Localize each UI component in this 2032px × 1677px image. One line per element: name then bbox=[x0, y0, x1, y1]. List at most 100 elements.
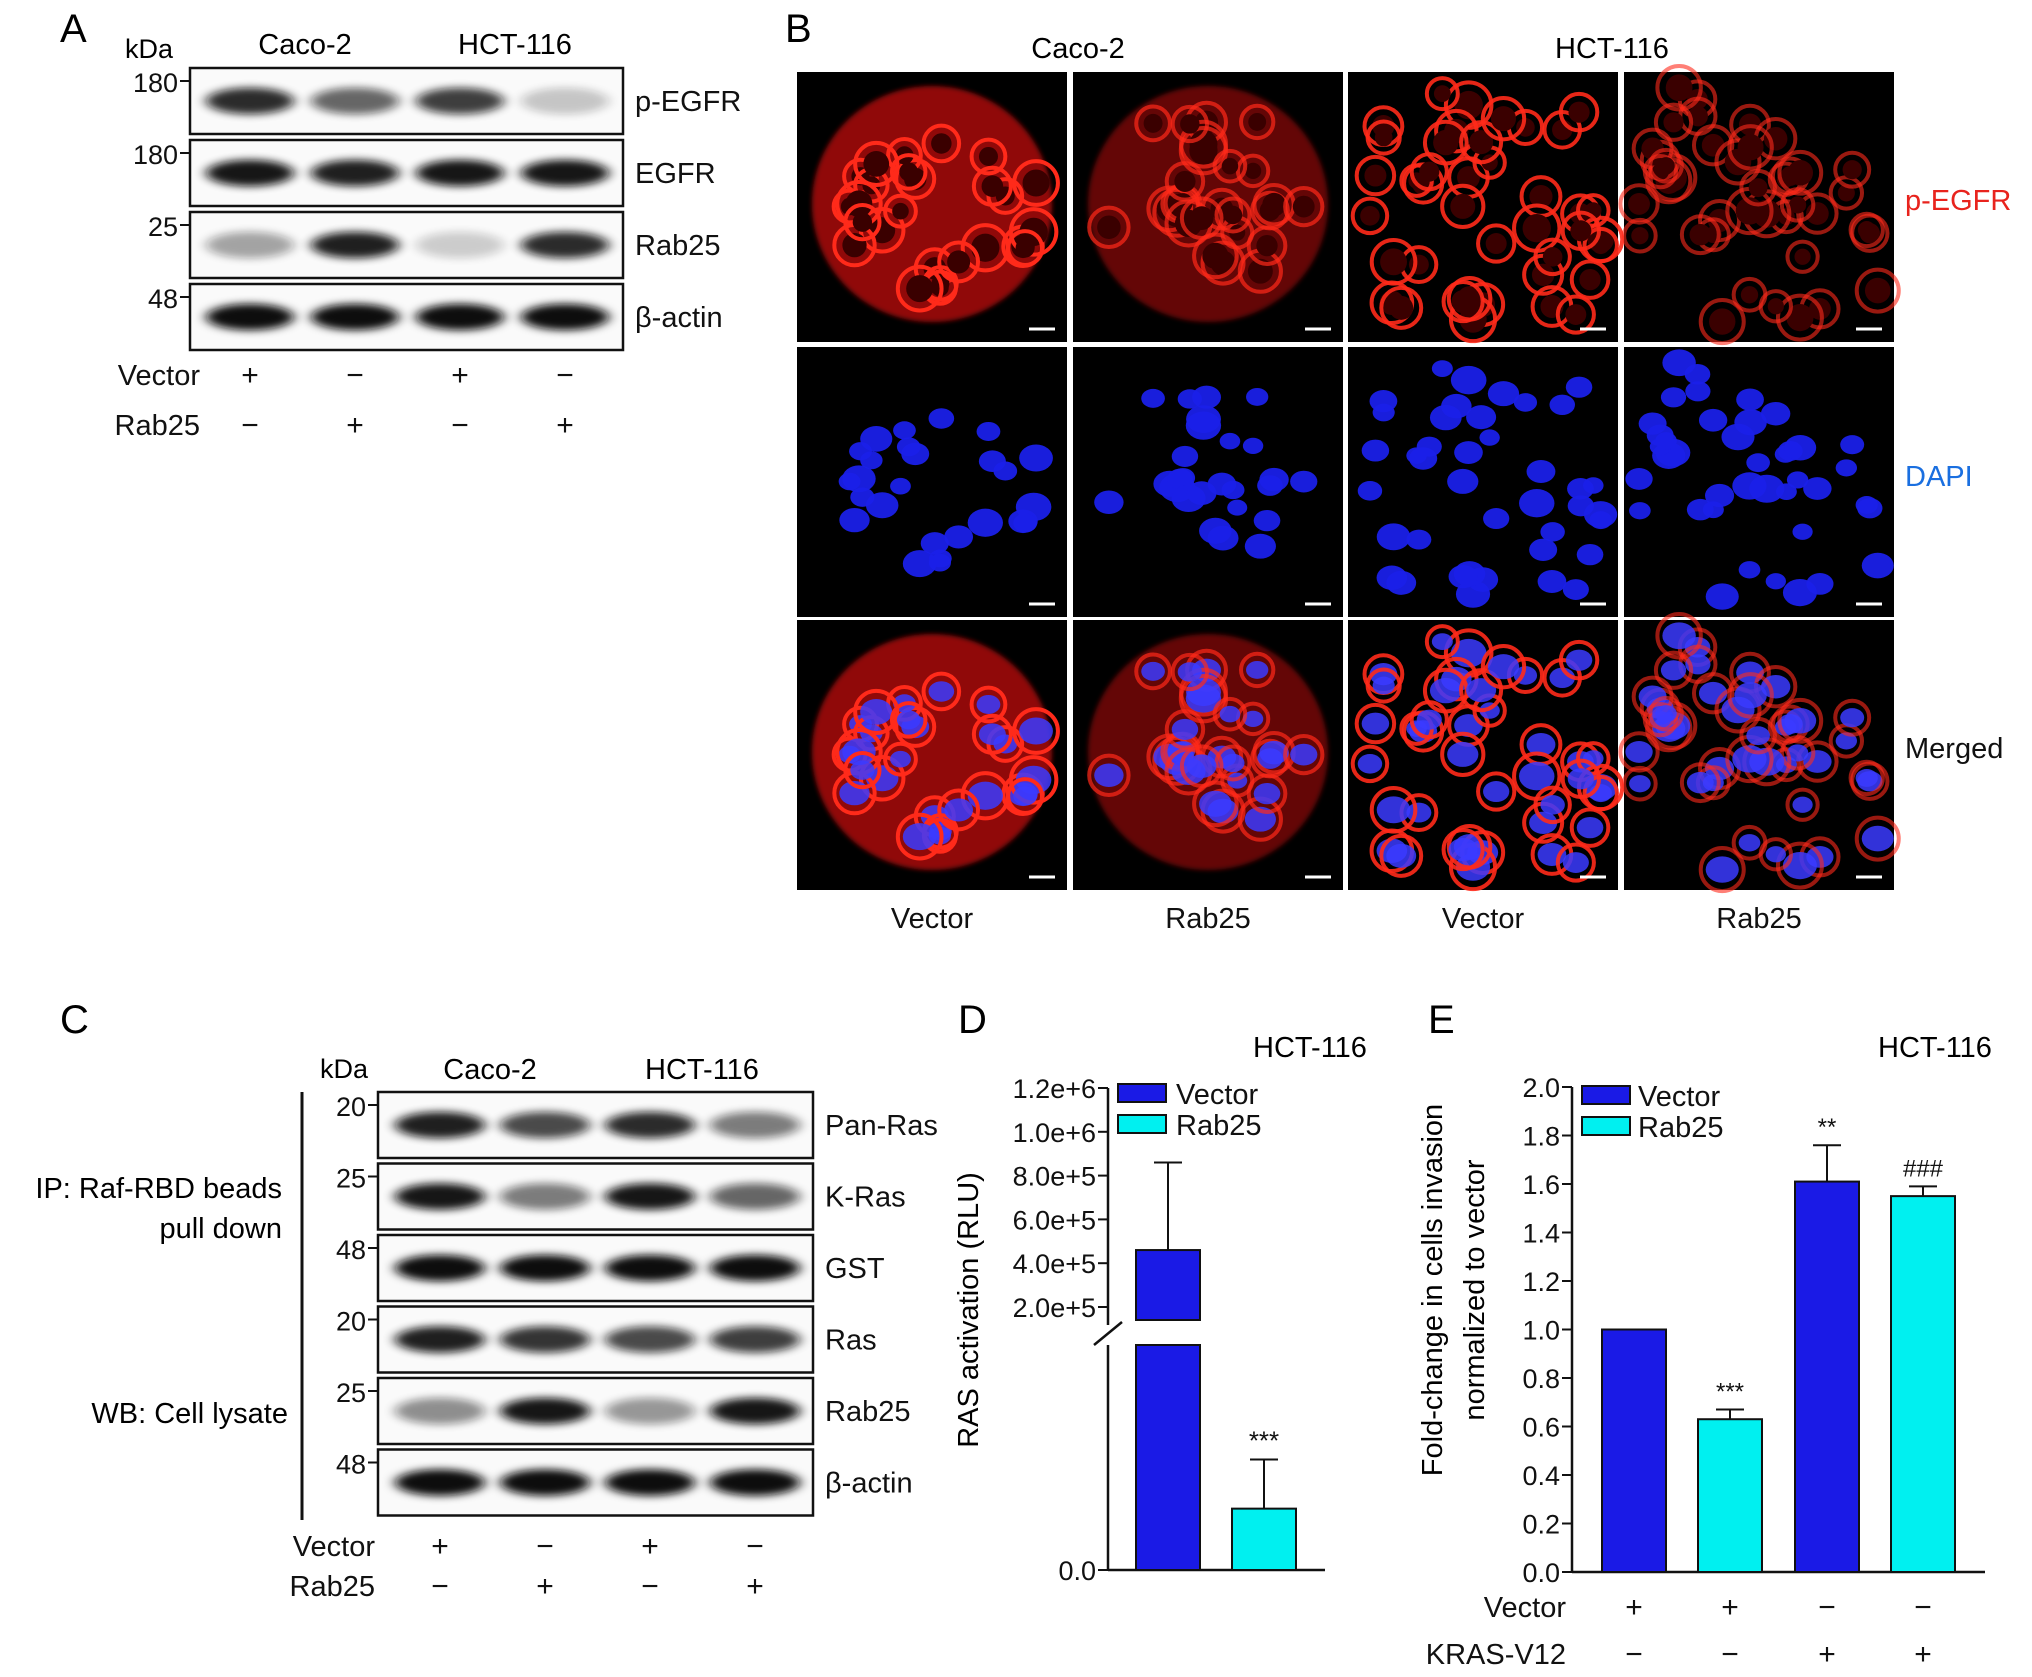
panel-a-marker: 180 bbox=[133, 140, 178, 170]
panel-d-bar bbox=[1135, 1249, 1201, 1322]
panel-a: A kDa Caco-2 HCT-116 180 p-EGFR 180 EGFR 25 R… bbox=[60, 7, 741, 442]
panel-e-row-label: KRAS-V12 bbox=[1426, 1639, 1566, 1671]
panel-a-letter: A bbox=[60, 7, 87, 51]
panel-e-y-axis-label-line1: Fold-change in cells invasion bbox=[1417, 1104, 1449, 1476]
panel-e-row-sign: − bbox=[1818, 1591, 1836, 1624]
micrograph-tile bbox=[1073, 347, 1343, 617]
panel-d-axis-break-mark bbox=[1093, 1321, 1123, 1346]
panel-e-legend-swatch bbox=[1581, 1116, 1631, 1136]
micrograph-tile bbox=[1073, 72, 1343, 342]
panel-d-legend-swatch bbox=[1117, 1114, 1167, 1134]
panel-c-band bbox=[605, 1326, 695, 1353]
panel-d-title: HCT-116 bbox=[1253, 1032, 1367, 1064]
panel-a-blots: 180 p-EGFR 180 EGFR 25 Rab25 48 β-actin bbox=[133, 66, 741, 352]
panel-c-band bbox=[395, 1254, 485, 1282]
panel-a-condition-rows: Vector + − + − Rab25 − + − + bbox=[115, 359, 574, 442]
panel-a-row-label: Rab25 bbox=[115, 410, 200, 442]
micrograph-tile bbox=[797, 347, 1067, 617]
panel-a-band bbox=[521, 303, 609, 331]
panel-c-row-sign: − bbox=[431, 1570, 449, 1603]
micrograph-tile bbox=[797, 72, 1067, 342]
panel-c-band bbox=[500, 1326, 590, 1353]
panel-c-row-sign: + bbox=[431, 1530, 449, 1563]
panel-b-cell-line-hct116: HCT-116 bbox=[1555, 33, 1669, 65]
panel-a-band bbox=[206, 159, 294, 187]
panel-e-y-tick-label: 0.0 bbox=[1522, 1558, 1560, 1588]
panel-c-band bbox=[500, 1183, 590, 1210]
panel-a-row-sign: − bbox=[346, 359, 364, 392]
panel-c-protein-label: Ras bbox=[825, 1325, 877, 1357]
panel-b-cell-line-caco2: Caco-2 bbox=[1031, 33, 1125, 65]
panel-c-blot-strip: 25 K-Ras bbox=[336, 1162, 906, 1231]
panel-d-chart: D HCT-116 RAS activation (RLU) 1.2e+6 1.0… bbox=[953, 998, 1367, 1586]
panel-e-y-tick-label: 2.0 bbox=[1522, 1073, 1560, 1103]
panel-a-band bbox=[521, 87, 609, 115]
panel-c-cell-line-caco2: Caco-2 bbox=[443, 1054, 537, 1086]
panel-a-row-sign: + bbox=[451, 359, 469, 392]
panel-e-bar bbox=[1697, 1418, 1763, 1573]
panel-b-row-label: p-EGFR bbox=[1905, 185, 2011, 217]
panel-a-kda-label: kDa bbox=[125, 34, 174, 64]
panel-c-band bbox=[500, 1469, 590, 1496]
panel-a-row-sign: − bbox=[241, 409, 259, 442]
panel-a-band bbox=[311, 87, 399, 115]
panel-c: C kDa Caco-2 HCT-116 IP: Raf-RBD beads p… bbox=[35, 998, 937, 1603]
panel-c-blot-strip: 48 GST bbox=[336, 1233, 885, 1303]
panel-b-column-label: Vector bbox=[891, 903, 974, 935]
panel-a-band bbox=[311, 303, 399, 331]
panel-a-row-sign: − bbox=[451, 409, 469, 442]
panel-e-y-tick-label: 0.6 bbox=[1522, 1413, 1560, 1443]
micrograph-tile bbox=[1073, 620, 1343, 890]
panel-c-kda-label: kDa bbox=[320, 1054, 369, 1084]
panel-c-band bbox=[710, 1183, 800, 1210]
panel-a-row-sign: − bbox=[556, 359, 574, 392]
panel-b-row-label: Merged bbox=[1905, 733, 2003, 765]
panel-a-blot-strip: 48 β-actin bbox=[148, 282, 723, 352]
panel-c-marker: 25 bbox=[336, 1378, 366, 1408]
panel-a-band bbox=[311, 231, 399, 259]
panel-c-condition-rows: Vector + − + − Rab25 − + − + bbox=[290, 1530, 764, 1603]
panel-a-marker: 180 bbox=[133, 68, 178, 98]
panel-c-band bbox=[395, 1326, 485, 1353]
panel-c-protein-label: GST bbox=[825, 1253, 885, 1285]
panel-e-legend-label: Vector bbox=[1638, 1081, 1721, 1113]
panel-b-column-label: Rab25 bbox=[1165, 903, 1250, 935]
panel-c-ip-label-line1: IP: Raf-RBD beads bbox=[35, 1173, 282, 1205]
panel-d-y-tick-label: 0.0 bbox=[1058, 1556, 1096, 1586]
panel-b-labels: p-EGFR DAPI Merged Vector Rab25 Vector Rab25 bbox=[891, 185, 2011, 935]
panel-c-blot-strip: 48 β-actin bbox=[336, 1448, 913, 1517]
panel-a-blot-strip: 25 Rab25 bbox=[148, 210, 720, 280]
panel-c-band bbox=[395, 1397, 485, 1425]
panel-c-band bbox=[710, 1469, 800, 1496]
panel-c-band bbox=[395, 1469, 485, 1496]
panel-c-row-label: Rab25 bbox=[290, 1571, 375, 1603]
panel-e-letter: E bbox=[1428, 998, 1455, 1042]
panel-a-blot-strip: 180 p-EGFR bbox=[133, 66, 741, 136]
panel-c-row-label: Vector bbox=[293, 1531, 376, 1563]
panel-d-legend-label: Vector bbox=[1176, 1079, 1259, 1111]
panel-c-letter: C bbox=[60, 998, 89, 1042]
panel-a-band bbox=[311, 159, 399, 187]
panel-c-row-sign: + bbox=[641, 1530, 659, 1563]
panel-a-protein-label: EGFR bbox=[635, 158, 716, 190]
panel-e-row-sign: + bbox=[1625, 1591, 1643, 1624]
panel-c-band bbox=[710, 1326, 800, 1353]
panel-c-blot-strip: 25 Rab25 bbox=[336, 1376, 910, 1446]
panel-d-legend-label: Rab25 bbox=[1176, 1110, 1261, 1142]
panel-a-blot-strip: 180 EGFR bbox=[133, 138, 716, 208]
panel-e-row-label: Vector bbox=[1484, 1592, 1567, 1624]
panel-e-title: HCT-116 bbox=[1878, 1032, 1992, 1064]
panel-c-blots: 20 Pan-Ras 25 K-Ras 48 GST 20 Ras 25 Rab25 48 β-act… bbox=[336, 1090, 938, 1517]
panel-e-y-axis-label-line2: normalized to vector bbox=[1459, 1159, 1491, 1420]
panel-c-cell-line-hct116: HCT-116 bbox=[645, 1054, 759, 1086]
panel-c-band bbox=[605, 1183, 695, 1210]
panel-c-row-sign: − bbox=[641, 1570, 659, 1603]
panel-e-y-tick-label: 1.0 bbox=[1522, 1316, 1560, 1346]
panel-a-row-sign: + bbox=[241, 359, 259, 392]
panel-c-ip-label-line2: pull down bbox=[159, 1213, 282, 1245]
panel-e-row-sign: − bbox=[1914, 1591, 1932, 1624]
micrograph-tile bbox=[1618, 611, 1901, 894]
micrograph-tile bbox=[1624, 347, 1894, 617]
panel-a-row-sign: + bbox=[346, 409, 364, 442]
